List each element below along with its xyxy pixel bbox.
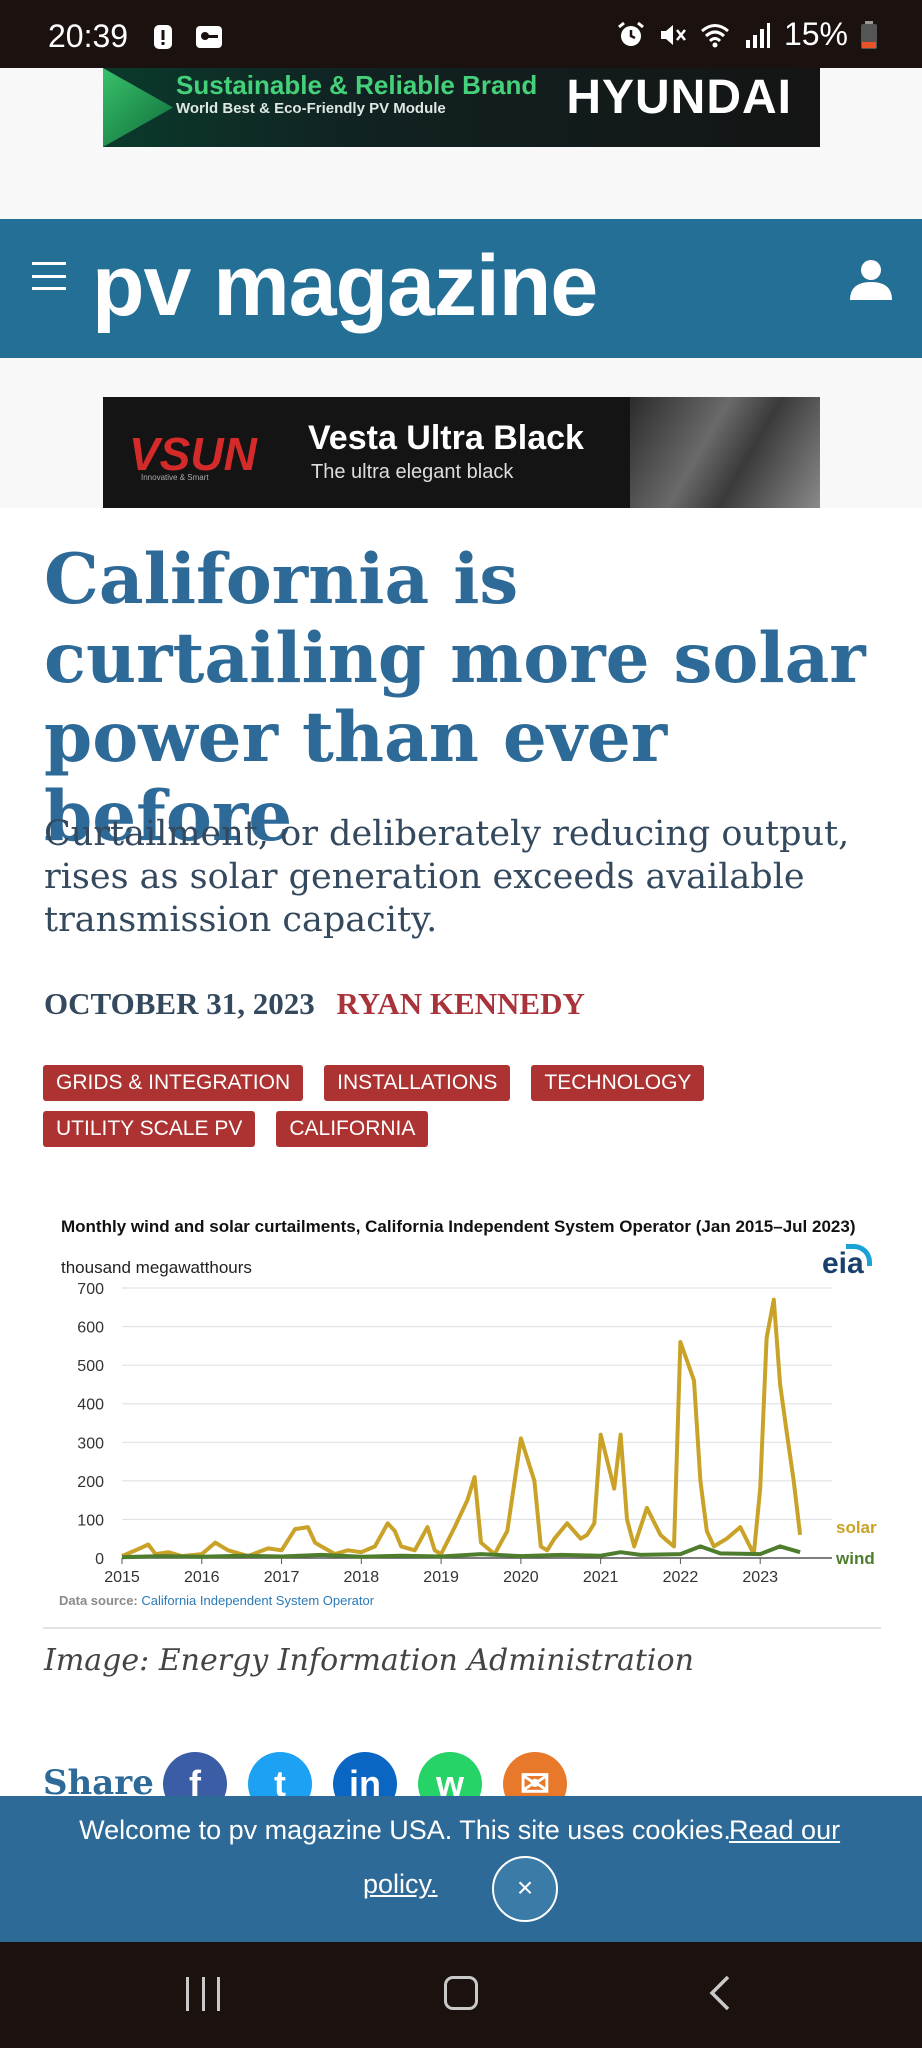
series-line-wind xyxy=(121,1544,801,1560)
cookie-message: Welcome to pv magazine USA. This site us… xyxy=(79,1815,731,1845)
ad-top-tagline: World Best & Eco-Friendly PV Module xyxy=(176,100,446,117)
ad-mid-tagline: Innovative & Smart xyxy=(141,473,209,482)
x-tick-label-2021: 2021 xyxy=(583,1569,619,1586)
article-date: OCTOBER 31, 2023 xyxy=(44,986,315,1021)
eia-logo-arc xyxy=(846,1244,872,1266)
ad-mid-title: Vesta Ultra Black xyxy=(308,419,584,457)
y-tick-label-500: 500 xyxy=(77,1358,104,1375)
status-time: 20:39 xyxy=(48,18,129,54)
x-tick-label-2015: 2015 xyxy=(104,1569,140,1586)
status-right-icons: 15% xyxy=(616,16,878,53)
recents-icon[interactable] xyxy=(186,1977,220,2011)
article-author[interactable]: RYAN KENNEDY xyxy=(336,986,585,1021)
ad-mid-brand: VSUN xyxy=(129,428,257,480)
ad-zone-middle: VSUN Innovative & Smart Vesta Ultra Blac… xyxy=(0,358,922,508)
ad-mid-subtitle: The ultra elegant black xyxy=(311,461,514,483)
y-tick-label-100: 100 xyxy=(77,1512,104,1529)
menu-icon[interactable] xyxy=(32,262,66,290)
battery-percent: 15% xyxy=(783,16,848,52)
tag-california[interactable]: CALIFORNIA xyxy=(276,1111,429,1147)
chart-y-label: thousand megawatthours xyxy=(61,1258,252,1277)
ad-mid-panel-image xyxy=(630,397,820,508)
x-tick-label-2022: 2022 xyxy=(663,1569,699,1586)
ad-banner-vsun[interactable]: VSUN Innovative & Smart Vesta Ultra Blac… xyxy=(103,397,820,508)
y-tick-label-300: 300 xyxy=(77,1435,104,1452)
back-icon[interactable] xyxy=(708,1974,732,2012)
image-caption: Image: Energy Information Administration xyxy=(44,1643,694,1678)
alarm-icon xyxy=(618,21,644,46)
home-icon[interactable] xyxy=(444,1976,478,2010)
y-tick-label-600: 600 xyxy=(77,1320,104,1337)
x-tick-label-2019: 2019 xyxy=(423,1569,459,1586)
tag-utility-scale-pv[interactable]: UTILITY SCALE PV xyxy=(43,1111,256,1147)
x-tick-label-2016: 2016 xyxy=(184,1569,220,1586)
user-icon[interactable] xyxy=(848,256,894,302)
battery-icon xyxy=(861,20,877,49)
cookie-text: Welcome to pv magazine USA. This site us… xyxy=(0,1812,922,1848)
article-title: California is curtailing more solar powe… xyxy=(44,539,866,857)
status-left-icons xyxy=(148,22,224,52)
x-tick-label-2017: 2017 xyxy=(264,1569,300,1586)
signal-icon xyxy=(745,22,770,48)
tag-installations[interactable]: INSTALLATIONS xyxy=(324,1065,511,1101)
ad-banner-hyundai[interactable]: Sustainable & Reliable Brand World Best … xyxy=(103,68,820,147)
divider xyxy=(43,1627,881,1629)
site-header xyxy=(0,219,922,358)
system-nav-bar xyxy=(0,1942,922,2048)
chart-title: Monthly wind and solar curtailments, Cal… xyxy=(61,1217,856,1236)
cookie-policy-link-1[interactable]: Read our xyxy=(729,1815,841,1845)
x-tick-label-2023: 2023 xyxy=(742,1569,778,1586)
tag-technology[interactable]: TECHNOLOGY xyxy=(531,1065,705,1101)
tag-grids-integration[interactable]: GRIDS & INTEGRATION xyxy=(43,1065,304,1101)
ad-zone-top: Sustainable & Reliable Brand World Best … xyxy=(0,68,922,219)
series-label-wind: wind xyxy=(835,1549,875,1568)
series-line-solar xyxy=(121,1297,803,1559)
curtailment-chart: 0 100 200 300 400 500 600 700 2015 2016 2017 2018 20… xyxy=(77,1281,877,1586)
wifi-icon xyxy=(700,23,729,47)
y-tick-label-400: 400 xyxy=(77,1397,104,1414)
status-bar: 20:39 15% xyxy=(0,0,922,68)
y-tick-label-700: 700 xyxy=(77,1281,104,1298)
chart-source: Data source: California Independent Syst… xyxy=(59,1593,374,1608)
site-logo[interactable]: pv magazine xyxy=(92,238,598,334)
x-tick-label-2020: 2020 xyxy=(503,1569,539,1586)
mute-icon xyxy=(660,24,686,45)
alert-icon xyxy=(154,25,172,49)
chart-source-link[interactable]: California Independent System Operator xyxy=(141,1593,375,1608)
article-subtitle: Curtailment, or deliberately reducing ou… xyxy=(44,814,850,940)
ad-top-headline: Sustainable & Reliable Brand xyxy=(176,70,538,100)
ad-top-brand: HYUNDAI xyxy=(566,71,792,124)
x-tick-label-2018: 2018 xyxy=(344,1569,380,1586)
article-meta: OCTOBER 31, 2023 RYAN KENNEDY xyxy=(44,986,585,1022)
cookie-close-button[interactable]: × xyxy=(492,1856,558,1922)
key-notification-icon xyxy=(196,26,222,48)
tag-list: GRIDS & INTEGRATION INSTALLATIONS TECHNO… xyxy=(43,1065,893,1147)
cookie-banner: Welcome to pv magazine USA. This site us… xyxy=(0,1796,922,1942)
chart-source-label: Data source: xyxy=(59,1593,138,1608)
y-tick-label-0: 0 xyxy=(95,1551,104,1568)
cookie-policy-link-2[interactable]: policy. xyxy=(363,1869,438,1899)
y-tick-label-200: 200 xyxy=(77,1474,104,1491)
series-label-solar: solar xyxy=(836,1518,877,1537)
